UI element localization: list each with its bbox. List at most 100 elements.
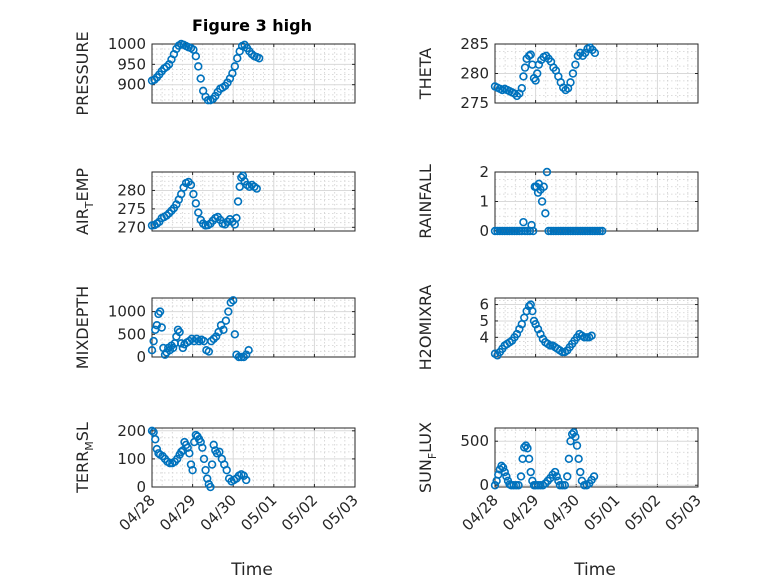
data-point — [229, 296, 238, 305]
data-point — [207, 460, 217, 469]
data-point — [571, 60, 580, 69]
data-point — [516, 472, 526, 481]
y-tick-label: 285 — [460, 35, 489, 53]
data-point — [222, 465, 231, 475]
data-point — [528, 226, 538, 236]
data-point — [168, 343, 178, 353]
y-axis-label: MIXDEPTH — [73, 286, 92, 369]
data-point — [577, 476, 587, 486]
x-tick-label: 04/29 — [156, 491, 199, 534]
x-tick-label: 05/02 — [621, 491, 664, 534]
x-axis-label-right: Time — [573, 560, 616, 580]
data-point — [191, 52, 201, 61]
data-point — [232, 350, 241, 359]
y-tick-label: 0 — [136, 348, 146, 366]
data-point — [147, 345, 157, 355]
data-point — [209, 334, 218, 344]
data-point — [526, 467, 535, 477]
data-point — [550, 467, 560, 477]
y-tick-label: 200 — [117, 422, 146, 440]
data-point — [239, 352, 248, 362]
axes-border — [494, 297, 699, 358]
data-point — [497, 461, 506, 471]
x-tick-label: 04/28 — [459, 491, 502, 534]
y-tick-label: 275 — [117, 200, 146, 218]
data-point — [519, 217, 528, 227]
x-tick-label: 04/28 — [116, 491, 159, 534]
data-point — [196, 74, 205, 83]
data-point — [564, 454, 574, 464]
data-point — [597, 226, 607, 236]
data-point — [185, 336, 194, 346]
subplot-terr-msl: 0 100 200 TERRMSL 04/2804/2904/3005/0105/020… — [73, 422, 362, 535]
data-point — [587, 331, 596, 340]
data-point — [552, 472, 561, 481]
data-point — [162, 62, 171, 71]
data-point — [520, 63, 530, 72]
figure-title: Figure 3 high — [192, 16, 312, 35]
y-axis-label: AIRTEMP — [73, 168, 96, 235]
data-point — [175, 327, 184, 337]
data-point — [502, 472, 511, 481]
data-point — [221, 316, 231, 325]
data-point — [215, 447, 224, 457]
data-point — [252, 184, 261, 193]
data-point — [179, 183, 188, 192]
y-tick-label: 100 — [117, 450, 146, 468]
data-point — [172, 454, 182, 464]
data-point — [537, 197, 547, 206]
y-tick-label: 275 — [460, 94, 489, 112]
y-tick-label: 0 — [136, 478, 146, 496]
data-point — [238, 171, 248, 180]
subplot-mixdepth: 0 500 1000 MIXDEPTH — [73, 286, 356, 369]
axes-border — [494, 43, 699, 104]
data-point — [233, 54, 242, 63]
data-point — [150, 75, 159, 85]
data-point — [216, 321, 226, 330]
data-point — [574, 454, 583, 464]
data-point — [523, 444, 532, 453]
data-point — [569, 428, 578, 437]
data-point — [517, 84, 526, 93]
data-point — [580, 48, 590, 58]
y-axis-label: RAINFALL — [416, 164, 435, 239]
data-point — [206, 482, 215, 492]
x-axis-label-left: Time — [230, 560, 273, 580]
data-point — [198, 443, 207, 452]
x-tick-label: 05/01 — [580, 491, 623, 534]
data-point — [528, 306, 537, 316]
data-point — [571, 432, 580, 442]
data-point — [192, 334, 201, 344]
data-point — [224, 307, 233, 316]
data-point — [191, 199, 201, 208]
x-tick-label: 04/30 — [197, 491, 240, 534]
x-tick-label: 04/30 — [540, 491, 583, 534]
x-tick-label: 05/03 — [319, 491, 362, 534]
data-point — [230, 62, 240, 71]
data-point — [189, 189, 198, 199]
y-tick-label: 2 — [479, 163, 489, 181]
y-tick-label: 1000 — [108, 303, 146, 321]
y-tick-label: 1000 — [108, 35, 146, 53]
data-point — [589, 472, 599, 481]
data-point — [517, 226, 526, 236]
subplot-rainfall: 0 1 2 RAINFALL — [416, 163, 699, 240]
subplot-pressure: 900 950 1000 PRESSURE — [73, 31, 356, 116]
axes-border — [494, 427, 699, 488]
axes-border — [151, 427, 356, 488]
x-tick-label: 04/29 — [499, 491, 542, 534]
x-tick-label: 05/01 — [237, 491, 280, 534]
y-axis-label: SUNFLUX — [416, 422, 439, 493]
data-point — [230, 330, 240, 339]
data-point — [560, 481, 570, 490]
data-point — [151, 435, 160, 444]
y-tick-label: 4 — [479, 328, 489, 346]
data-point — [239, 471, 248, 480]
y-tick-label: 900 — [117, 76, 146, 94]
data-point — [500, 467, 509, 477]
data-point — [563, 472, 572, 481]
data-point — [201, 465, 210, 475]
data-point — [194, 208, 203, 217]
